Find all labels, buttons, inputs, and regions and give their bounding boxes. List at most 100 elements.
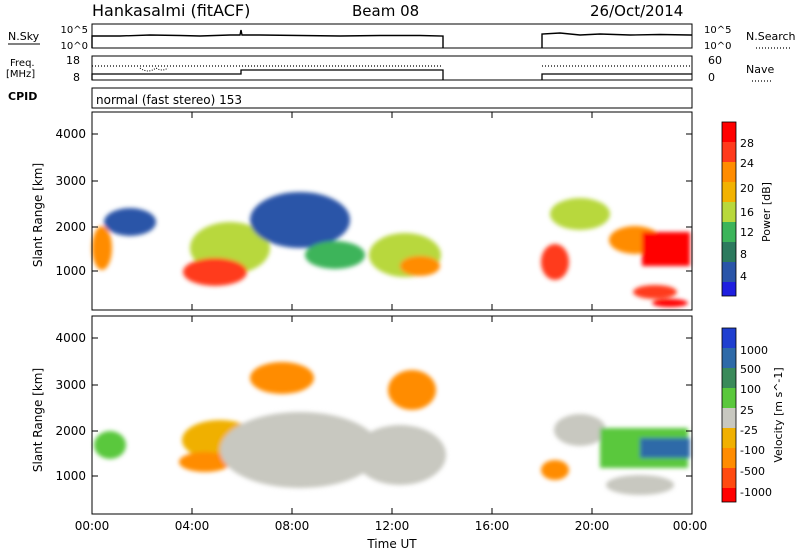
nsky-trace-2 (541, 32, 692, 48)
vel-cb-tick-neg1000: -1000 (740, 486, 772, 499)
nave-dip (139, 67, 169, 72)
vel-patch-c (179, 452, 231, 472)
freq-trace-1 (91, 69, 444, 80)
nsky-panel: N.Sky 10^5 10^0 10^5 10^0 N.Search (8, 23, 796, 52)
freq-label-line1: Freq. (10, 58, 35, 69)
power-cb-label: Power [dB] (760, 182, 773, 242)
x-axis-label: Time UT (366, 537, 417, 551)
vel-cb-tick-1000: 1000 (740, 344, 768, 357)
vel-cb-tick-25: 25 (740, 404, 754, 417)
power-cb-tick-20: 20 (740, 182, 754, 195)
xtick-0400: 04:00 (175, 519, 210, 533)
velocity-ylabel: Slant Range [km] (31, 368, 45, 472)
vel-cb-seg-9 (722, 488, 736, 502)
power-panel: Slant Range [km] 4000 3000 2000 1000 28 … (31, 111, 773, 311)
vel-cb-seg-8 (722, 468, 736, 488)
freq-tick-bottom: 8 (73, 71, 80, 84)
xtick-0800: 08:00 (275, 519, 310, 533)
station-title: Hankasalmi (fitACF) (92, 1, 250, 20)
velocity-panel: Slant Range [km] 4000 3000 2000 1000 100… (31, 315, 785, 515)
power-patch-m (633, 285, 677, 299)
vel-patch-g (250, 362, 314, 394)
power-patch-j (541, 244, 569, 280)
power-cb-seg-6 (722, 222, 736, 242)
vel-cb-tick-100: 100 (740, 383, 761, 396)
velocity-data-field (94, 362, 690, 495)
xtick-1600: 16:00 (475, 519, 510, 533)
vel-cb-tick-500: 500 (740, 363, 761, 376)
nsearch-tick-bottom: 10^0 (704, 41, 731, 52)
power-cb-tick-8: 8 (740, 248, 747, 261)
cpid-text: normal (fast stereo) 153 (96, 93, 242, 107)
vel-cb-seg-1 (722, 328, 736, 348)
vel-cb-seg-3 (722, 368, 736, 388)
vel-patch-d (220, 412, 380, 488)
vel-cb-seg-5 (722, 408, 736, 428)
power-patch-i (550, 198, 610, 230)
x-axis: 00:00 04:00 08:00 12:00 16:00 20:00 00:0… (75, 519, 708, 551)
power-colorbar: 28 24 20 16 12 8 4 Power [dB] (721, 121, 773, 297)
power-ylabel: Slant Range [km] (31, 163, 45, 267)
power-cb-seg-9 (722, 282, 736, 296)
power-cb-seg-1 (722, 122, 736, 142)
nsky-label: N.Sky (8, 30, 40, 43)
nsearch-tick-top: 10^5 (704, 25, 731, 36)
vel-cb-frame (721, 327, 737, 503)
power-patch-d (183, 258, 247, 286)
freq-panel: Freq. [MHz] 18 8 60 0 Nave (6, 54, 774, 84)
cpid-label: CPID (8, 90, 37, 103)
freq-tick-top: 18 (66, 54, 80, 67)
velocity-ytick-1000: 1000 (55, 469, 86, 483)
power-cb-tick-16: 16 (740, 206, 754, 219)
power-cb-tick-12: 12 (740, 226, 754, 239)
vel-patch-k (606, 475, 674, 495)
power-cb-seg-2 (722, 142, 736, 162)
power-cb-seg-7 (722, 242, 736, 262)
nave-tick-bottom: 0 (708, 71, 715, 84)
nsky-tick-bottom: 10^0 (61, 41, 88, 52)
power-patch-e (250, 192, 350, 248)
power-cb-tick-24: 24 (740, 157, 754, 170)
freq-frame (91, 55, 693, 81)
xtick-2000: 20:00 (575, 519, 610, 533)
vel-patch-j (640, 438, 690, 458)
nsearch-label: N.Search (746, 30, 796, 43)
vel-cb-seg-6 (722, 428, 736, 448)
vel-cb-seg-2 (722, 348, 736, 368)
beam-title: Beam 08 (352, 2, 419, 20)
power-data-field (92, 192, 690, 307)
power-patch-l (642, 232, 690, 266)
vel-cb-seg-7 (722, 448, 736, 468)
vel-cb-tick-neg25: -25 (740, 424, 758, 437)
power-cb-seg-4 (722, 182, 736, 202)
vel-cb-tick-neg500: -500 (740, 465, 765, 478)
velocity-ytick-3000: 3000 (55, 378, 86, 392)
power-cb-seg-8 (722, 262, 736, 282)
power-ytick-1000: 1000 (55, 264, 86, 278)
xtick-0000: 00:00 (75, 519, 110, 533)
power-cb-seg-3 (722, 162, 736, 182)
vel-patch-e (354, 425, 446, 485)
xtick-2400: 00:00 (673, 519, 708, 533)
power-ytick-2000: 2000 (55, 220, 86, 234)
power-ytick-4000: 4000 (55, 127, 86, 141)
power-patch-h (400, 256, 440, 276)
power-cb-frame (721, 121, 737, 297)
nsky-trace (91, 29, 444, 48)
vel-patch-a (94, 431, 126, 459)
power-patch-n (652, 299, 688, 307)
power-ytick-3000: 3000 (55, 174, 86, 188)
power-patch-b (92, 226, 112, 270)
power-patch-f (305, 241, 365, 269)
vel-cb-seg-4 (722, 388, 736, 408)
power-patch-a (104, 208, 156, 236)
power-cb-tick-28: 28 (740, 137, 754, 150)
velocity-ytick-4000: 4000 (55, 331, 86, 345)
vel-cb-label: Velocity [m s^-1] (772, 367, 785, 462)
nsky-tick-top: 10^5 (61, 25, 88, 36)
nave-tick-top: 60 (708, 54, 722, 67)
velocity-ytick-2000: 2000 (55, 424, 86, 438)
power-cb-seg-5 (722, 202, 736, 222)
velocity-colorbar: 1000 500 100 25 -25 -100 -500 -1000 Velo… (721, 327, 785, 503)
